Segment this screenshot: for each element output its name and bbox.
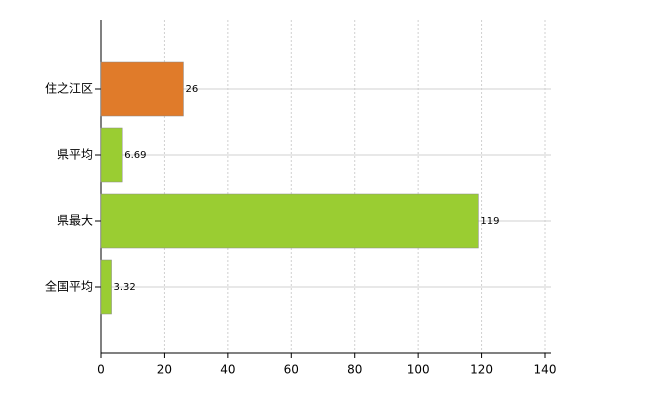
x-tick-label: 40 bbox=[220, 363, 235, 377]
x-tick-label: 80 bbox=[347, 363, 362, 377]
y-tick-label: 住之江区 bbox=[45, 82, 93, 96]
x-tick-label: 140 bbox=[534, 363, 557, 377]
x-tick-label: 100 bbox=[407, 363, 430, 377]
y-tick-label: 県最大 bbox=[57, 214, 93, 228]
bar bbox=[100, 193, 479, 249]
x-tick-label: 60 bbox=[284, 363, 299, 377]
value-label: 6.69 bbox=[124, 150, 146, 161]
bar bbox=[100, 61, 184, 117]
bar bbox=[100, 127, 123, 183]
x-tick-label: 0 bbox=[97, 363, 105, 377]
y-tick-label: 県平均 bbox=[57, 148, 93, 162]
value-label: 119 bbox=[480, 216, 499, 227]
x-tick-label: 20 bbox=[157, 363, 172, 377]
y-tick-label: 全国平均 bbox=[45, 279, 93, 294]
value-label: 26 bbox=[185, 84, 198, 95]
value-label: 3.32 bbox=[114, 282, 136, 293]
bar bbox=[100, 259, 112, 315]
x-tick-label: 120 bbox=[470, 363, 493, 377]
